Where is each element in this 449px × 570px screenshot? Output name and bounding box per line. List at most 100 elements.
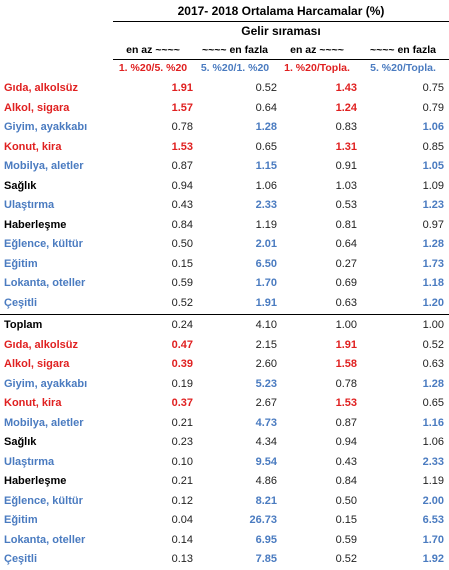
- row-label: Lokanta, oteller: [4, 277, 86, 289]
- row-label: Giyim, ayakkabı: [4, 121, 88, 133]
- row-label: Konut, kira: [4, 140, 62, 153]
- row-label: Gıda, alkolsüz: [4, 82, 78, 94]
- table-row: Alkol, sigara 0.39 2.60 1.58 0.63: [0, 355, 449, 375]
- value-cell: 1.92: [422, 553, 444, 565]
- value-cell: 0.83: [335, 121, 357, 133]
- col-header-top-4: ~~~~ en fazla: [370, 44, 436, 56]
- value-cell: 1.70: [422, 533, 444, 546]
- row-label: Mobilya, aletler: [4, 160, 84, 172]
- value-cell: 1.19: [422, 475, 444, 487]
- value-cell: 1.06: [422, 436, 444, 448]
- value-cell: 0.15: [335, 514, 357, 526]
- value-cell: 4.73: [255, 416, 277, 429]
- value-cell: 0.53: [335, 199, 357, 211]
- table-row: Eğlence, kültür 0.12 8.21 0.50 2.00: [0, 492, 449, 512]
- table-row: Haberleşme 0.84 1.19 0.81 0.97: [0, 216, 449, 236]
- value-cell: 0.13: [171, 553, 193, 565]
- value-cell: 1.16: [422, 416, 444, 429]
- value-cell: 4.86: [255, 475, 277, 487]
- value-cell: 0.47: [171, 338, 193, 351]
- row-label: Mobilya, aletler: [4, 416, 84, 429]
- value-cell: 1.43: [335, 82, 357, 94]
- table-row: Çeşitli 0.13 7.85 0.52 1.92: [0, 550, 449, 570]
- value-cell: 7.85: [255, 553, 277, 565]
- row-label: Lokanta, oteller: [4, 533, 86, 546]
- value-cell: 26.73: [249, 514, 277, 526]
- value-cell: 0.24: [171, 319, 193, 331]
- table-subtitle: Gelir sıraması: [241, 24, 321, 38]
- value-cell: 0.27: [335, 257, 357, 270]
- value-cell: 0.94: [171, 179, 193, 192]
- value-cell: 1.91: [335, 338, 357, 351]
- value-cell: 5.23: [255, 377, 277, 390]
- value-cell: 0.65: [422, 397, 444, 409]
- table-row: Eğlence, kültür 0.50 2.01 0.64 1.28: [0, 235, 449, 255]
- value-cell: 1.53: [335, 397, 357, 409]
- value-cell: 0.15: [171, 257, 193, 270]
- value-cell: 1.06: [255, 179, 277, 192]
- value-cell: 2.33: [422, 455, 444, 468]
- col-header-top-3: en az ~~~~: [290, 44, 344, 56]
- table-row: Mobilya, aletler 0.21 4.73 0.87 1.16: [0, 414, 449, 434]
- table-row: Toplam 0.24 4.10 1.00 1.00: [0, 316, 449, 336]
- value-cell: 0.52: [255, 82, 277, 94]
- table-row: Giyim, ayakkabı 0.19 5.23 0.78 1.28: [0, 375, 449, 395]
- table-row: Ulaştırma 0.43 2.33 0.53 1.23: [0, 196, 449, 216]
- table-row: Sağlık 0.94 1.06 1.03 1.09: [0, 177, 449, 197]
- value-cell: 0.50: [171, 238, 193, 250]
- col-header-top-1: en az ~~~~: [126, 44, 180, 56]
- col-header-sub-4: 5. %20/Topla.: [370, 62, 436, 74]
- value-cell: 0.39: [171, 358, 193, 370]
- row-label: Çeşitli: [4, 296, 38, 309]
- value-cell: 0.78: [335, 377, 357, 390]
- header-separator: [113, 59, 449, 60]
- value-cell: 0.21: [171, 416, 193, 429]
- value-cell: 1.23: [422, 199, 444, 211]
- value-cell: 6.50: [255, 257, 277, 270]
- value-cell: 0.91: [335, 160, 357, 172]
- value-cell: 0.43: [171, 199, 193, 211]
- value-cell: 0.78: [171, 121, 193, 133]
- value-cell: 1.57: [171, 101, 193, 114]
- row-label: Toplam: [4, 319, 43, 331]
- table-row: Haberleşme 0.21 4.86 0.84 1.19: [0, 472, 449, 492]
- value-cell: 2.00: [422, 494, 444, 507]
- value-cell: 0.65: [255, 140, 277, 153]
- col-header-sub-1: 1. %20/5. %20: [118, 62, 188, 74]
- row-label: Eğitim: [4, 514, 38, 526]
- table-row: Giyim, ayakkabı 0.78 1.28 0.83 1.06: [0, 118, 449, 138]
- table-row: Lokanta, oteller 0.14 6.95 0.59 1.70: [0, 531, 449, 551]
- section-divider: [0, 314, 449, 315]
- row-label: Haberleşme: [4, 475, 67, 487]
- table-row: Ulaştırma 0.10 9.54 0.43 2.33: [0, 453, 449, 473]
- value-cell: 1.19: [255, 218, 277, 231]
- value-cell: 0.10: [171, 455, 193, 468]
- table-row: Çeşitli 0.52 1.91 0.63 1.20: [0, 294, 449, 314]
- table-row: Eğitim 0.04 26.73 0.15 6.53: [0, 511, 449, 531]
- row-label: Haberleşme: [4, 218, 67, 231]
- value-cell: 0.63: [422, 358, 444, 370]
- row-label: Ulaştırma: [4, 199, 55, 211]
- value-cell: 1.91: [171, 82, 193, 94]
- value-cell: 0.50: [335, 494, 357, 507]
- value-cell: 0.19: [171, 377, 193, 390]
- row-label: Sağlık: [4, 179, 37, 192]
- value-cell: 0.87: [335, 416, 357, 429]
- value-cell: 0.23: [171, 436, 193, 448]
- value-cell: 0.52: [171, 296, 193, 309]
- value-cell: 0.64: [255, 101, 277, 114]
- value-cell: 1.91: [255, 296, 277, 309]
- value-cell: 1.28: [422, 238, 444, 250]
- value-cell: 0.81: [335, 218, 357, 231]
- table-row: Alkol, sigara 1.57 0.64 1.24 0.79: [0, 99, 449, 119]
- col-header-sub-2: 5. %20/1. %20: [200, 62, 270, 74]
- value-cell: 0.94: [335, 436, 357, 448]
- value-cell: 9.54: [255, 455, 277, 468]
- value-cell: 0.52: [335, 553, 357, 565]
- value-cell: 1.24: [335, 101, 357, 114]
- value-cell: 0.97: [422, 218, 444, 231]
- value-cell: 1.20: [422, 296, 444, 309]
- table-row: Mobilya, aletler 0.87 1.15 0.91 1.05: [0, 157, 449, 177]
- value-cell: 1.28: [255, 121, 277, 133]
- value-cell: 2.60: [255, 358, 277, 370]
